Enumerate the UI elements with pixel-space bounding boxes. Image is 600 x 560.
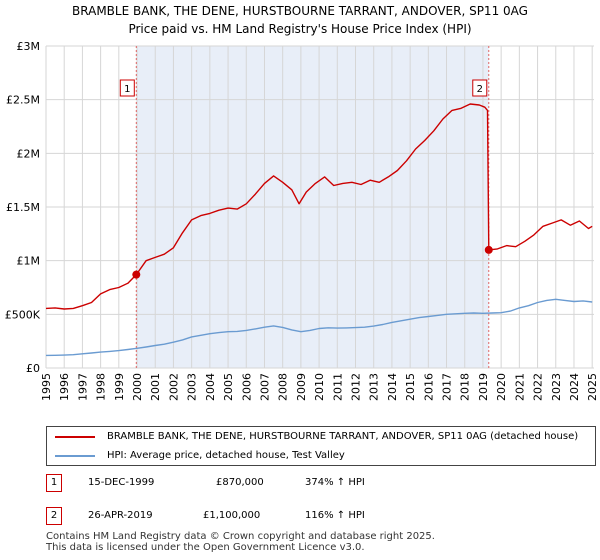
- legend-item-price: BRAMBLE BANK, THE DENE, HURSTBOURNE TARR…: [55, 428, 578, 446]
- x-axis: 1995 1996 1997 1998 1999 2000 2001 2002 2003 2004…: [40, 373, 599, 401]
- sale-box-label: 1: [124, 84, 130, 95]
- legend-label-hpi: HPI: Average price, detached house, Test…: [107, 450, 345, 461]
- x-tick-label: 2008: [277, 373, 290, 401]
- x-tick-label: 2022: [532, 373, 545, 401]
- footer-line-1: Contains HM Land Registry data © Crown c…: [46, 531, 435, 542]
- x-tick-label: 2015: [404, 373, 417, 401]
- x-tick-label: 2016: [422, 373, 435, 401]
- sale-date: 15-DEC-1999: [88, 477, 155, 488]
- x-tick-label: 2001: [149, 373, 162, 401]
- y-axis: £0 £500K £1M £1.5M £2M £2.5M £3M: [5, 40, 41, 375]
- x-tick-label: 2000: [131, 373, 144, 401]
- x-tick-label: 2011: [331, 373, 344, 401]
- hpi-line: [45, 298, 593, 357]
- x-tick-label: 2014: [386, 373, 399, 401]
- x-tick-label: 1997: [76, 373, 89, 401]
- x-tick-label: 2007: [258, 373, 271, 401]
- x-tick-label: 1995: [40, 373, 53, 401]
- x-tick-label: 2002: [167, 373, 180, 401]
- y-tick-label: £2M: [17, 147, 41, 160]
- price-chart: £0£500K£1M£1.5M£2M£2.5M£3M 1995 1996 1997 1…: [5, 40, 599, 401]
- legend: BRAMBLE BANK, THE DENE, HURSTBOURNE TARR…: [46, 426, 596, 466]
- x-tick-label: 2018: [459, 373, 472, 401]
- legend-swatch-price: [55, 436, 95, 438]
- sale-price: £1,100,000: [203, 510, 261, 521]
- x-tick-label: 2024: [568, 373, 581, 401]
- x-tick-label: 2025: [586, 373, 599, 401]
- sale-box: [472, 79, 488, 97]
- legend-label-price: BRAMBLE BANK, THE DENE, HURSTBOURNE TARR…: [107, 431, 579, 442]
- x-tick-label: 2017: [441, 373, 454, 401]
- x-tick-label: 1996: [58, 373, 71, 401]
- y-tick-label: £1M: [17, 255, 41, 268]
- x-tick-label: 2004: [204, 373, 217, 401]
- x-tick-label: 2023: [550, 373, 563, 401]
- price-paid-line: [45, 103, 593, 310]
- y-tick-label: £0: [26, 362, 40, 375]
- y-tick-label: £2.5M: [6, 94, 40, 107]
- y-tick-label: £3M: [17, 40, 41, 53]
- x-tick-label: 1998: [95, 373, 108, 401]
- x-tick-label: 2020: [495, 373, 508, 401]
- sale-hpi: 116% ↑ HPI: [305, 510, 365, 521]
- x-tick-label: 1999: [113, 373, 126, 401]
- sale-price: £870,000: [216, 477, 264, 488]
- sale-date: 26-APR-2019: [88, 510, 153, 521]
- x-tick-label: 2021: [513, 373, 526, 401]
- x-tick-label: 2006: [240, 373, 253, 401]
- sale-point: [484, 245, 493, 254]
- x-tick-label: 2013: [368, 373, 381, 401]
- sale-hpi: 374% ↑ HPI: [305, 477, 365, 488]
- x-tick-label: 2009: [295, 373, 308, 401]
- y-tick-label: £500K: [5, 308, 41, 321]
- x-tick-label: 2010: [313, 373, 326, 401]
- legend-item-hpi: HPI: Average price, detached house, Test…: [55, 447, 345, 465]
- sale-box-label: 2: [477, 84, 483, 95]
- chart-title: BRAMBLE BANK, THE DENE, HURSTBOURNE TARR…: [72, 4, 528, 18]
- chart-subtitle: Price paid vs. HM Land Registry's House …: [128, 22, 472, 36]
- sale-row: 1 15-DEC-1999 £870,000 374% ↑ HPI: [40, 474, 600, 494]
- x-tick-label: 2003: [186, 373, 199, 401]
- x-tick-label: 2019: [477, 373, 490, 401]
- sale-badge: 1: [46, 474, 62, 492]
- x-tick-label: 2012: [350, 373, 363, 401]
- sale-row: 2 26-APR-2019 £1,100,000 116% ↑ HPI: [40, 507, 600, 527]
- footer: Contains HM Land Registry data © Crown c…: [46, 531, 435, 553]
- legend-swatch-hpi: [55, 455, 95, 457]
- footer-line-2: This data is licensed under the Open Gov…: [46, 542, 365, 553]
- y-tick-label: £1.5M: [6, 201, 40, 214]
- sale-point: [132, 270, 141, 279]
- sale-box: [119, 79, 135, 97]
- x-tick-label: 2005: [222, 373, 235, 401]
- series-lines: [45, 103, 593, 357]
- grid: [45, 45, 594, 369]
- sale-badge: 2: [46, 507, 62, 525]
